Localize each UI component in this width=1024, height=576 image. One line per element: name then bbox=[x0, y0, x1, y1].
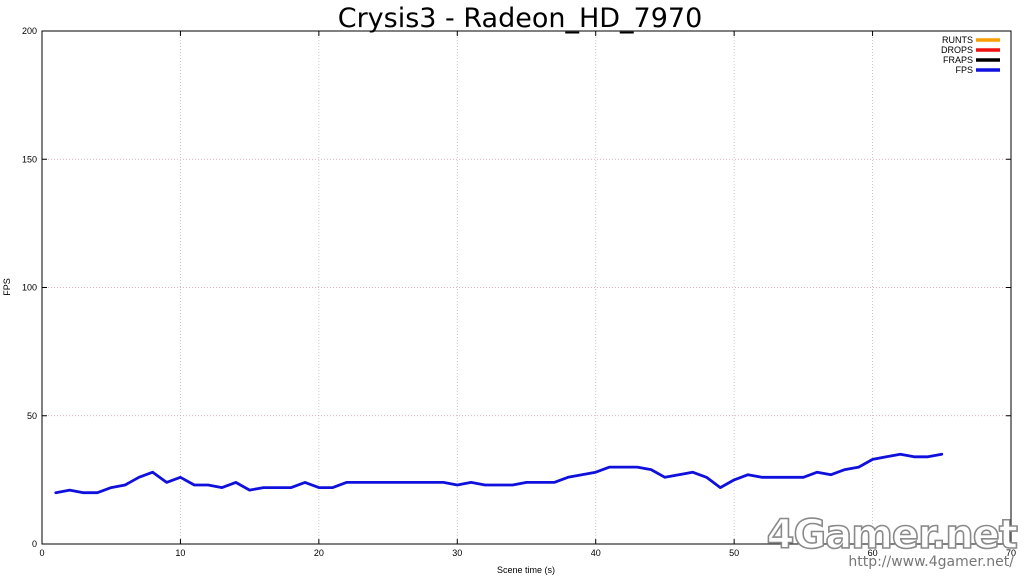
y-axis-label: FPS bbox=[2, 278, 12, 296]
watermark: 4Gamer.net http://www.4gamer.net/ bbox=[766, 511, 1020, 570]
legend-label-runts: RUNTS bbox=[942, 35, 973, 45]
y-tick-label: 150 bbox=[22, 154, 37, 164]
x-tick-label: 0 bbox=[39, 548, 44, 558]
legend-label-fps: FPS bbox=[955, 65, 973, 75]
y-tick-label: 50 bbox=[27, 411, 37, 421]
x-tick-label: 20 bbox=[314, 548, 324, 558]
series-line-fps bbox=[54, 452, 944, 495]
grid bbox=[42, 31, 1011, 544]
x-tick-label: 50 bbox=[729, 548, 739, 558]
x-tick-label: 10 bbox=[175, 548, 185, 558]
x-tick-label: 60 bbox=[868, 548, 878, 558]
legend-label-drops: DROPS bbox=[941, 45, 973, 55]
x-tick-label: 40 bbox=[591, 548, 601, 558]
legend-label-fraps: FRAPS bbox=[943, 55, 973, 65]
y-axis: 0 50 100 150 200 bbox=[22, 26, 1011, 549]
y-tick-label: 100 bbox=[22, 283, 37, 293]
y-tick-label: 200 bbox=[22, 26, 37, 36]
plot-frame bbox=[41, 30, 1012, 545]
watermark-brand: 4Gamer.net bbox=[767, 512, 1018, 558]
x-tick-label: 70 bbox=[1006, 548, 1016, 558]
y-tick-label: 0 bbox=[32, 539, 37, 549]
x-axis-label: Scene time (s) bbox=[497, 565, 555, 575]
x-tick-label: 30 bbox=[452, 548, 462, 558]
x-axis: 0 10 20 30 40 50 60 70 bbox=[39, 31, 1016, 558]
watermark-url: http://www.4gamer.net/ bbox=[848, 554, 1014, 570]
chart-title: Crysis3 - Radeon_HD_7970 bbox=[338, 3, 703, 34]
series-layer bbox=[54, 452, 944, 495]
